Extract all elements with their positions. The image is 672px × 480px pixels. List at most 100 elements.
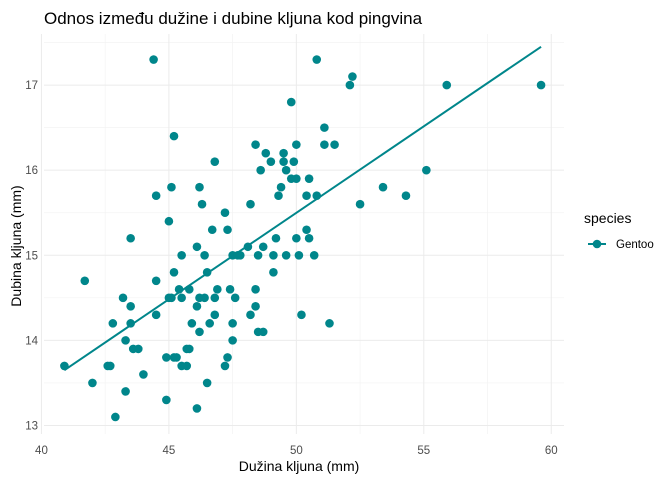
data-point <box>269 267 278 277</box>
data-point <box>235 250 245 260</box>
data-point <box>297 310 306 320</box>
data-point <box>126 233 135 243</box>
data-point <box>251 140 260 149</box>
data-point <box>536 80 546 90</box>
data-point <box>269 250 278 260</box>
data-point <box>210 293 220 303</box>
data-point <box>105 361 115 371</box>
data-point <box>134 344 143 354</box>
data-point <box>304 174 314 183</box>
data-point <box>302 225 311 235</box>
data-point <box>246 310 255 320</box>
data-point <box>169 131 179 141</box>
data-point <box>192 404 202 413</box>
data-point <box>223 225 232 235</box>
data-point <box>192 242 202 252</box>
data-point <box>279 157 288 166</box>
x-tick-label: 40 <box>35 445 48 457</box>
data-point <box>182 361 192 371</box>
data-points <box>60 55 546 422</box>
legend-title: species <box>584 210 631 226</box>
data-point <box>197 199 207 209</box>
data-point <box>292 174 301 183</box>
data-point <box>348 72 357 81</box>
data-point <box>223 353 232 362</box>
grid-lines <box>40 34 564 434</box>
data-point <box>121 336 130 345</box>
data-point <box>174 285 184 294</box>
data-point <box>258 242 268 252</box>
legend-key-marker <box>592 239 602 249</box>
x-tick-label: 60 <box>545 445 558 457</box>
data-point <box>230 293 240 303</box>
data-point <box>286 97 296 107</box>
data-point <box>225 285 235 294</box>
data-point <box>195 182 204 192</box>
data-point <box>309 250 319 260</box>
data-point <box>266 157 276 166</box>
y-tick-label: 16 <box>25 165 38 177</box>
legend-entry-gentoo: Gentoo <box>616 239 654 251</box>
regression-line <box>63 45 542 371</box>
data-point <box>200 293 209 303</box>
data-point <box>276 182 286 192</box>
data-point <box>246 199 255 209</box>
data-point <box>312 55 322 64</box>
data-point <box>118 293 128 303</box>
data-point <box>192 302 202 311</box>
data-point <box>271 233 281 243</box>
data-point <box>151 310 161 320</box>
data-point <box>292 233 301 243</box>
x-axis-tick-labels: 40 45 50 55 60 <box>35 445 558 457</box>
data-point <box>184 285 194 294</box>
data-point <box>274 191 283 201</box>
y-axis-tick-labels: 13 14 15 16 17 <box>25 80 38 432</box>
data-point <box>80 276 90 286</box>
data-point <box>195 327 204 337</box>
data-point <box>289 157 299 166</box>
data-point <box>121 387 130 396</box>
data-point <box>149 55 158 64</box>
data-point <box>162 353 171 362</box>
data-point <box>169 267 179 277</box>
data-point <box>325 319 334 328</box>
data-point <box>162 395 171 405</box>
data-point <box>177 293 186 303</box>
data-point <box>177 250 186 260</box>
data-point <box>88 378 97 388</box>
data-point <box>378 182 388 192</box>
data-point <box>253 250 263 260</box>
data-point <box>304 233 314 243</box>
data-point <box>151 191 161 201</box>
data-point <box>320 140 329 149</box>
data-point <box>210 310 220 320</box>
data-point <box>330 140 339 149</box>
data-point <box>251 302 260 311</box>
data-point <box>228 336 237 345</box>
y-tick-label: 13 <box>25 420 38 432</box>
x-axis-title: Dužina kljuna (mm) <box>239 458 360 474</box>
chart-title: Odnos između dužine i dubine kljuna kod … <box>44 9 423 28</box>
data-point <box>320 123 329 132</box>
legend: species Gentoo <box>584 210 654 251</box>
x-tick-label: 50 <box>290 445 303 457</box>
data-point <box>172 353 181 362</box>
data-point <box>108 319 118 328</box>
data-point <box>210 157 220 166</box>
data-point <box>205 319 214 328</box>
data-point <box>401 191 411 201</box>
data-point <box>202 267 212 277</box>
data-point <box>422 165 431 175</box>
data-point <box>207 225 217 235</box>
data-point <box>111 412 120 422</box>
trend-line-layer <box>63 45 542 371</box>
y-axis-title: Dubina kljuna (mm) <box>8 185 24 306</box>
y-tick-label: 14 <box>25 335 38 347</box>
x-tick-label: 55 <box>417 445 430 457</box>
data-point <box>442 80 452 90</box>
data-point <box>292 140 301 149</box>
data-point <box>151 276 161 286</box>
data-point <box>243 242 253 252</box>
data-point <box>345 80 355 90</box>
data-point <box>187 319 197 328</box>
